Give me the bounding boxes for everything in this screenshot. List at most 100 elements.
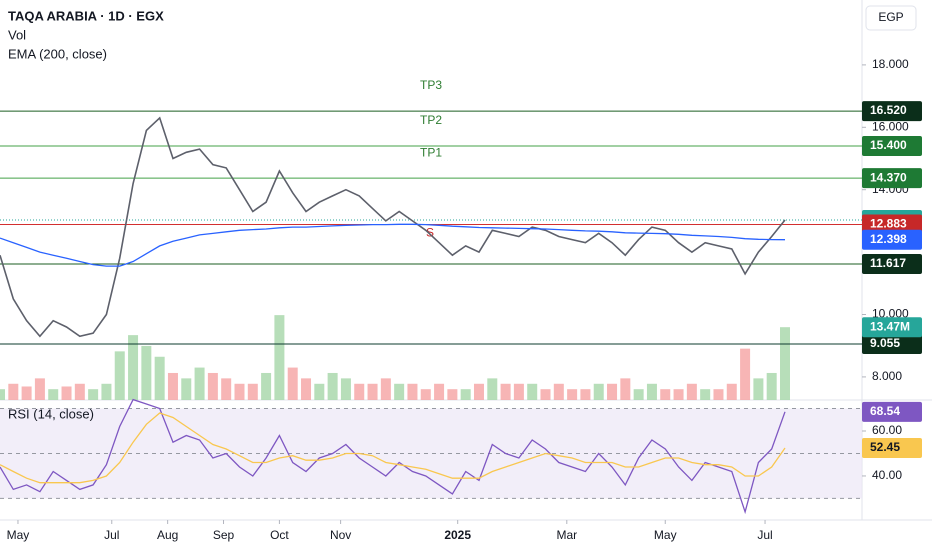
y-tick-label: 18.000 [872,57,909,71]
volume-bar [61,386,72,400]
axis-price-label: 11.617 [870,256,906,270]
volume-bar [407,383,418,400]
axis-price-label: 12.883 [870,217,907,231]
volume-bar [207,372,218,400]
level-name: S [426,226,434,240]
x-tick-label: Sep [213,528,235,542]
volume-bar [234,383,245,400]
volume-bar [607,383,618,400]
volume-bar [88,389,99,400]
axis-price-tag [862,254,922,275]
volume-bar [221,378,232,400]
axis-price-tag [862,437,922,458]
axis-price-label: 15.400 [870,138,907,152]
volume-bar [700,389,711,400]
rsi-tick-label: 60.00 [872,423,902,437]
volume-bar [101,383,112,400]
axis-price-tag [862,101,922,122]
rsi-title: RSI (14, close) [8,406,94,421]
symbol-title: TAQA ARABIA · 1D · EGX [8,8,164,23]
volume-bar [114,351,125,400]
volume-bar [753,378,764,400]
axis-price-label: 9.055 [870,336,900,350]
x-tick-label: May [654,528,677,542]
volume-bar [686,383,697,400]
x-tick-label: 2025 [444,528,471,542]
volume-bar [646,383,657,400]
x-tick-label: Jul [104,528,119,542]
volume-bar [314,383,325,400]
volume-bar [540,389,551,400]
x-tick-label: Oct [270,528,289,542]
volume-bar [593,383,604,400]
x-tick-label: Jul [757,528,772,542]
volume-bar [673,389,684,400]
volume-bar [301,378,312,400]
axis-price-label: 68.54 [870,404,900,418]
volume-bar [0,389,5,400]
volume-bar [633,389,644,400]
axis-price-tag [862,317,922,338]
volume-bar [194,367,205,400]
rsi-band [0,408,862,499]
volume-bar [513,383,524,400]
level-name: TP1 [420,145,442,159]
rsi-ma-line [0,412,786,484]
indicator-label: Vol [8,27,26,42]
volume-bar [167,372,178,400]
volume-bar [380,378,391,400]
volume-bar [726,383,737,400]
volume-bar [500,383,511,400]
volume-bar [261,372,272,400]
volume-bar [287,367,298,400]
axis-price-tag [862,214,922,235]
axis-price-label: 16.520 [870,103,907,117]
volume-bar [420,389,431,400]
volume-bar [394,383,405,400]
y-tick-label: 10.000 [872,307,909,321]
rsi-tick-label: 40.00 [872,468,902,482]
volume-bar [34,378,45,400]
level-name: TP3 [420,78,442,92]
volume-bar [740,348,751,400]
ema-line [0,223,786,267]
volume-bar [567,389,578,400]
indicator-label: EMA (200, close) [8,46,107,61]
currency-button[interactable] [865,5,917,31]
x-tick-label: Aug [157,528,178,542]
volume-bar [367,383,378,400]
volume-bar [154,356,165,400]
volume-bar [181,378,192,400]
volume-bar [327,372,338,400]
volume-bar [48,389,59,400]
volume-bar [74,383,85,400]
axis-price-tag [862,401,922,422]
volume-bar [128,335,139,400]
axis-price-tag [862,168,922,189]
rsi-line [0,398,786,515]
axis-price-label: 14.370 [870,170,907,184]
axis-price-tag [862,333,922,354]
volume-bar [527,383,538,400]
x-tick-label: Nov [330,528,351,542]
volume-bar [473,383,484,400]
volume-bar [487,378,498,400]
axis-price-tag [862,136,922,157]
volume-bar [8,383,19,400]
y-tick-label: 16.000 [872,119,909,133]
volume-bar [274,315,285,400]
volume-bar [340,378,351,400]
volume-bar [247,383,258,400]
axis-price-label: 52.45 [870,440,900,454]
axis-price-label: 12.398 [870,232,907,246]
volume-bar [460,389,471,400]
currency[interactable]: EGP [878,10,903,24]
price-line [0,116,786,338]
volume-bar [780,327,790,400]
volume-bar [553,383,564,400]
volume-bar [766,372,777,400]
volume-bar [354,383,365,400]
volume-bar [713,389,724,400]
axis-price-tag [862,229,922,250]
